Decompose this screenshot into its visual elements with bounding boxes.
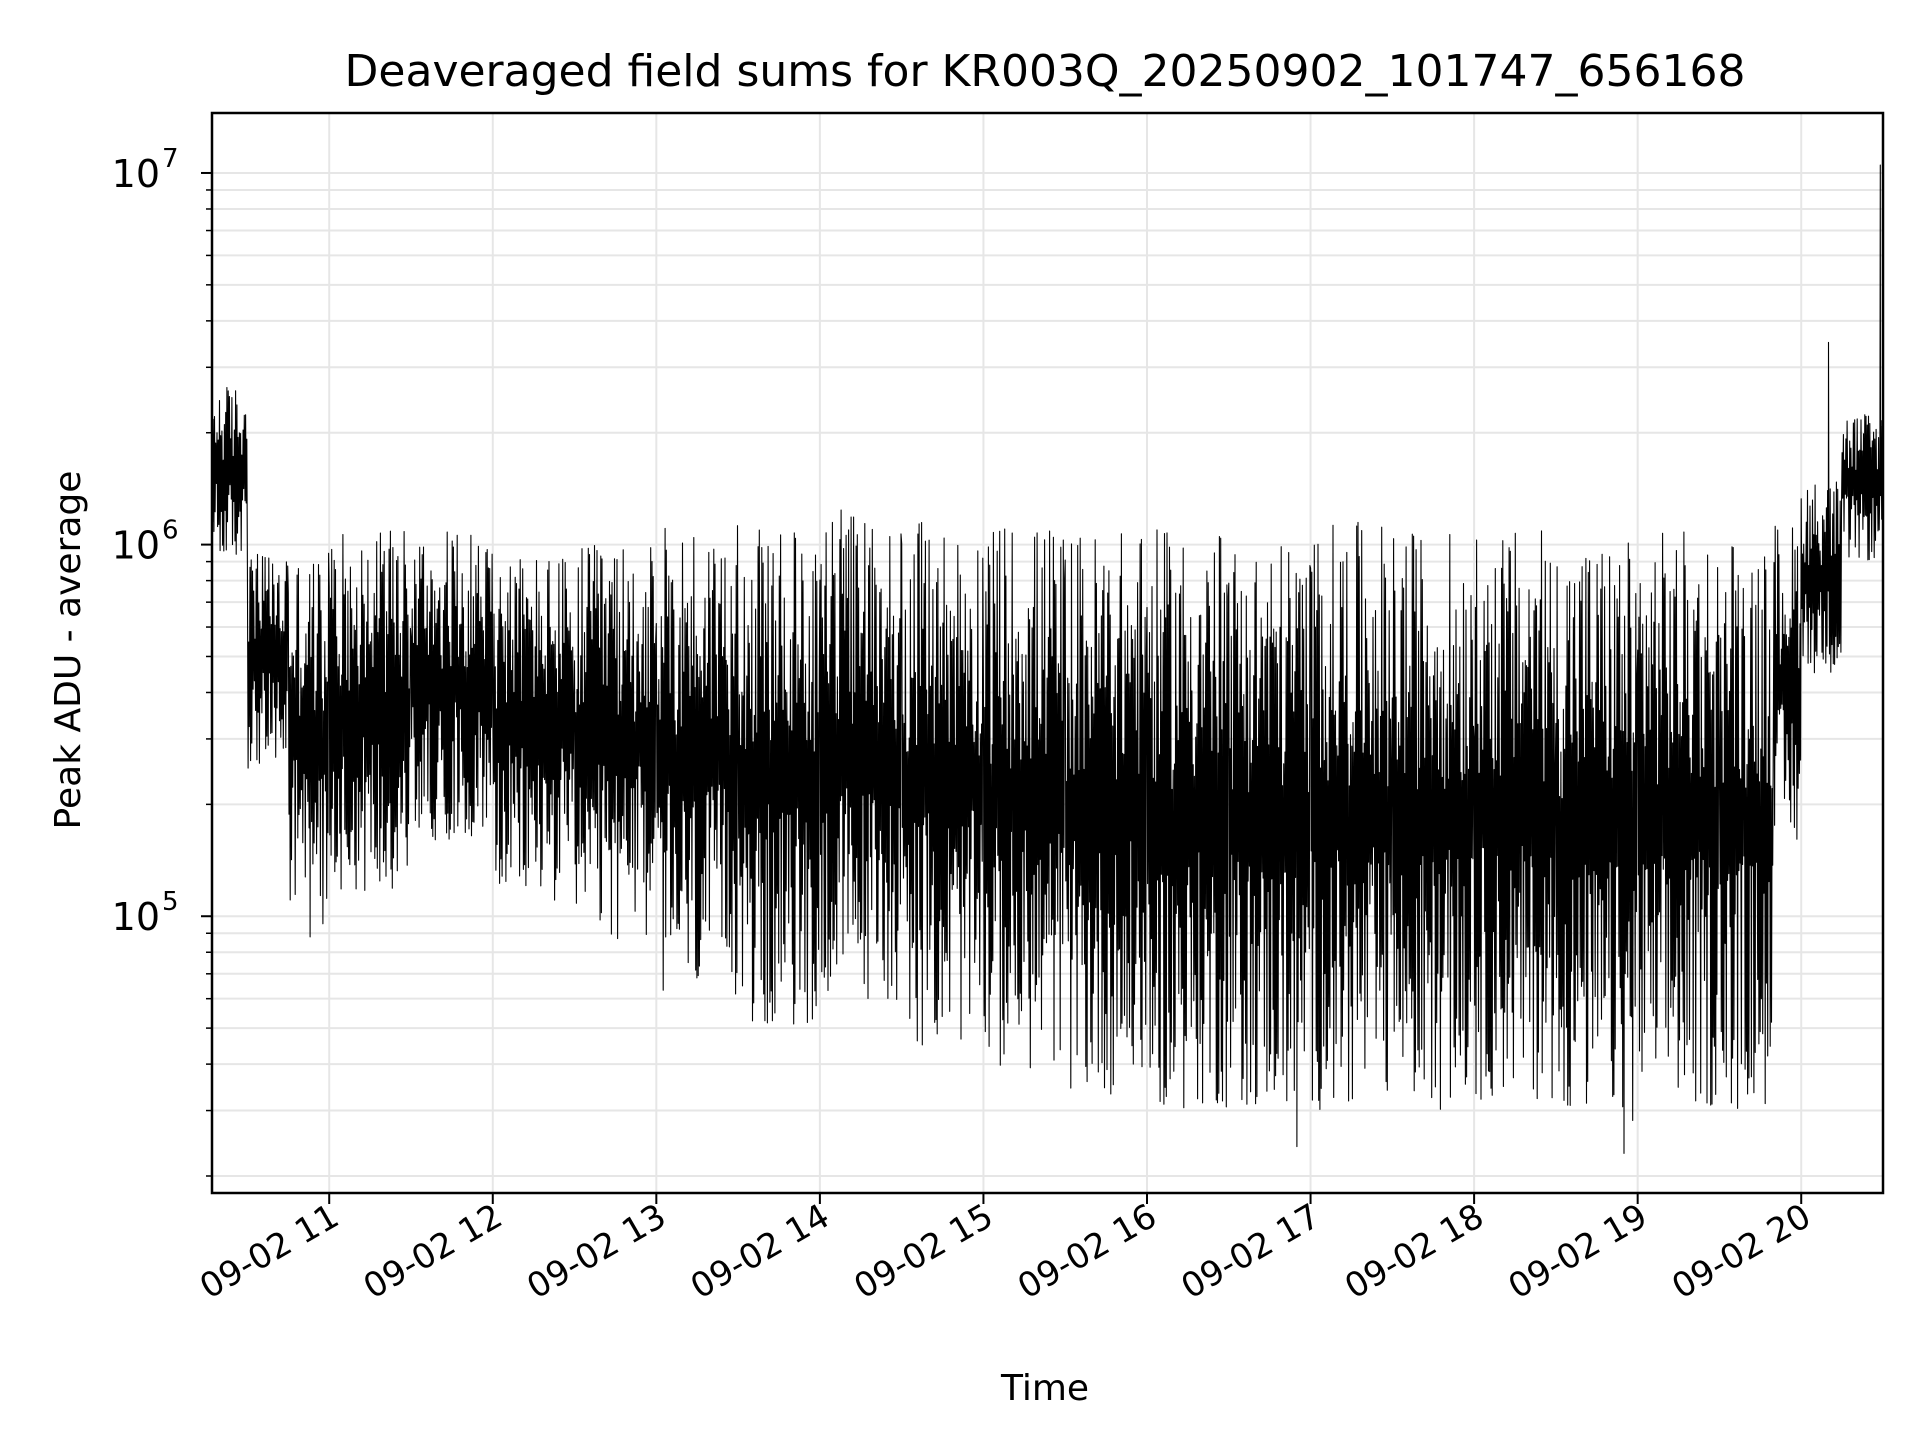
y-axis-label: Peak ADU - average [48, 471, 89, 830]
y-tick-label-base: 10 [112, 524, 160, 568]
y-tick-label-exp: 6 [162, 516, 179, 546]
y-tick-label-exp: 5 [162, 887, 179, 917]
y-tick-label-base: 10 [112, 152, 160, 196]
series-line-0 [211, 164, 1883, 1154]
plot-frame [210, 111, 1885, 1195]
y-tick-label-exp: 7 [162, 144, 179, 174]
y-tick-label-base: 10 [112, 895, 160, 939]
x-axis-label: Time [1000, 1368, 1089, 1409]
data-layer [211, 164, 1883, 1154]
chart-title: Deaveraged field sums for KR003Q_2025090… [345, 46, 1746, 97]
